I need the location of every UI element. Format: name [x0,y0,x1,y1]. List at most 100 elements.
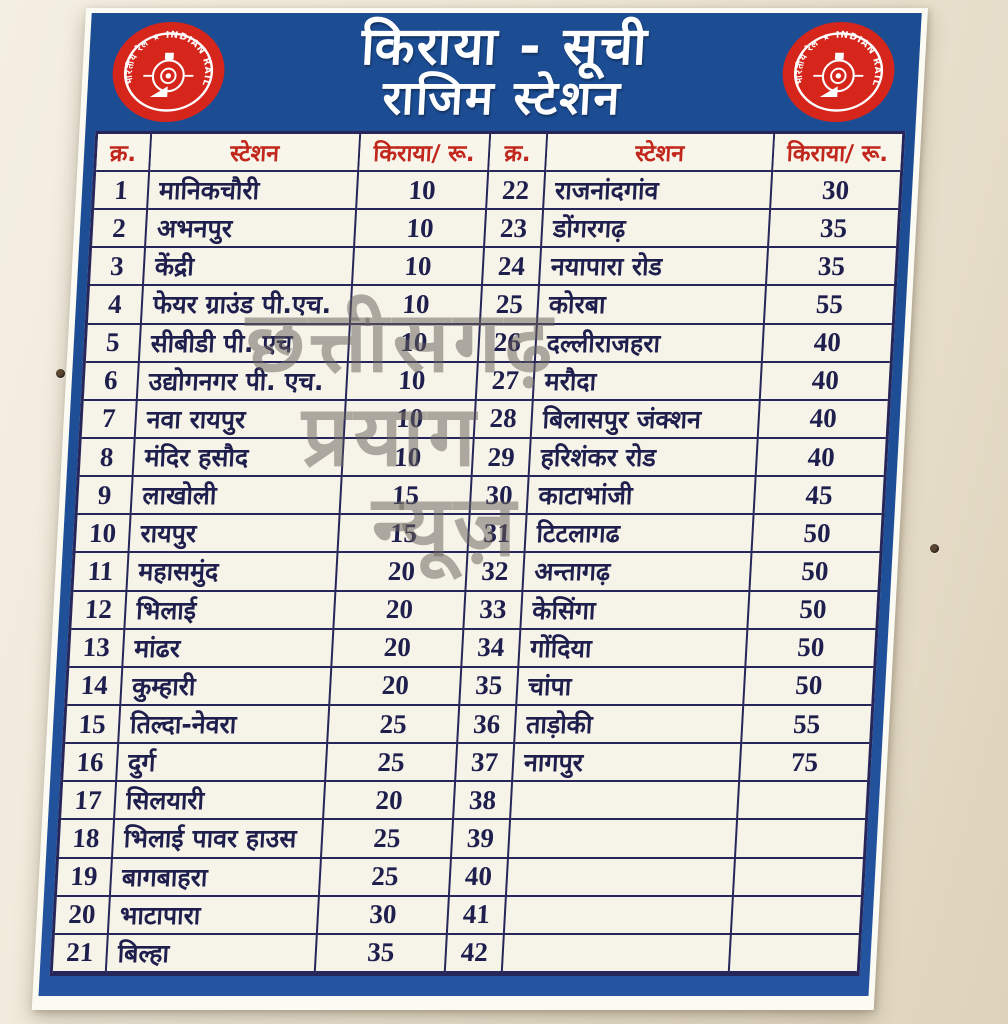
indian-railways-emblem-right: भारतीय रेल ★ INDIAN RAILWAYS [778,21,895,123]
board-masthead: भारतीय रेल ★ INDIAN RAILWAYS किराया - सू… [95,13,911,131]
station-cell: उद्योगनगर पी. एच. [137,362,349,401]
serial-cell: 41 [447,896,507,935]
station-cell: राजनांदगांव [544,172,774,211]
station-cell: बागबाहरा [110,858,322,897]
serial-cell: 31 [468,515,528,554]
serial-cell: 25 [480,286,540,325]
station-cell [502,934,732,973]
serial-cell: 4 [87,286,144,325]
station-cell: मांढर [123,629,335,668]
serial-cell: 17 [61,782,118,821]
station-cell: मरौदा [533,362,763,401]
station-cell [511,782,741,821]
indian-railways-emblem-left: भारतीय रेल ★ INDIAN RAILWAYS [108,21,225,123]
serial-cell: 1 [94,172,151,211]
fare-cell: 40 [758,400,888,439]
serial-cell: 22 [487,172,547,211]
station-cell: गोंदिया [519,629,749,668]
col-header-station-left: स्टेशन [150,134,362,172]
serial-cell: 23 [484,210,545,249]
fare-cell: 10 [348,324,481,363]
fare-cell: 20 [332,629,465,668]
serial-cell: 14 [67,667,124,706]
serial-cell: 27 [476,362,536,401]
fare-cell [733,858,863,897]
station-cell: केसिंगा [521,591,751,630]
station-cell: दल्लीराजहरा [535,324,765,363]
col-header-fare-right: किराया/ रू. [773,134,903,172]
serial-cell: 30 [470,477,530,516]
fare-cell: 10 [346,362,479,401]
fare-cell: 50 [750,553,880,592]
fare-cell: 75 [740,744,870,783]
fare-cell: 15 [340,477,473,516]
fare-cell [731,896,861,935]
serial-cell: 6 [83,362,140,401]
station-cell: मंदिर हसौद [133,438,345,478]
station-cell: बिल्हा [106,934,318,973]
station-cell: नवा रायपुर [135,400,347,439]
fare-cell: 40 [756,438,886,478]
station-cell: भाटापारा [108,896,320,935]
fare-table: क्र. स्टेशन किराया/ रू. क्र. स्टेशन किरा… [49,131,906,976]
station-cell: बिलासपुर जंक्शन [531,400,761,439]
serial-cell: 3 [89,248,146,287]
serial-cell: 9 [77,477,134,516]
fare-cell: 10 [350,286,483,325]
serial-cell: 19 [56,858,113,897]
station-cell: नयापारा रोड [539,248,769,287]
fare-cell: 15 [338,515,471,554]
serial-cell: 36 [458,705,518,745]
serial-cell: 8 [79,438,136,478]
serial-cell: 16 [63,744,120,783]
serial-cell: 15 [65,705,122,745]
serial-cell: 11 [73,553,130,592]
fare-cell: 35 [315,934,448,973]
station-cell [504,896,734,935]
fare-cell: 20 [336,553,469,592]
serial-cell: 38 [454,782,514,821]
station-cell: नागपुर [513,744,743,783]
col-header-serial-right: क्र. [489,134,549,172]
fare-cell: 40 [760,362,890,401]
serial-cell: 2 [91,210,149,249]
page-subtitle: राजिम स्टेशन [381,70,624,126]
serial-cell: 24 [482,248,542,287]
station-cell: कुम्हारी [121,667,333,706]
station-cell: भिलाई पावर हाउस [112,820,325,859]
board-blue-frame: भारतीय रेल ★ INDIAN RAILWAYS किराया - सू… [38,13,922,996]
station-cell [506,858,736,897]
serial-cell: 29 [472,438,532,478]
fare-cell: 50 [746,629,876,668]
serial-cell: 5 [85,324,142,363]
station-cell: सीबीडी पी. एच [139,324,351,363]
station-cell: केंद्री [143,248,355,287]
page-title: किराया - सूची [359,16,651,77]
fare-cell [738,782,868,821]
station-cell: लाखोली [131,477,343,516]
station-cell: रायपुर [129,515,341,554]
serial-cell: 20 [54,896,111,935]
fare-cell: 20 [324,782,457,821]
serial-cell: 40 [449,858,509,897]
fare-cell: 45 [754,477,884,516]
serial-cell: 18 [58,820,116,859]
serial-cell: 10 [75,515,132,554]
fare-cell: 10 [357,172,490,211]
fare-cell: 55 [742,705,872,745]
fare-cell: 35 [768,210,899,249]
station-cell: टिटलागढ [525,515,755,554]
col-header-fare-left: किराया/ रू. [359,134,492,172]
station-cell: तिल्दा-नेवरा [119,705,331,745]
fare-cell: 25 [321,820,455,859]
serial-cell: 37 [456,744,516,783]
fare-cell: 25 [319,858,452,897]
fare-cell: 40 [762,324,892,363]
serial-cell: 28 [474,400,534,439]
serial-cell: 7 [81,400,138,439]
fare-cell: 50 [744,667,874,706]
serial-cell: 32 [466,553,526,592]
fare-cell [735,820,866,859]
station-cell: अन्तागढ़ [523,553,753,592]
mounting-nail-right [930,544,939,553]
